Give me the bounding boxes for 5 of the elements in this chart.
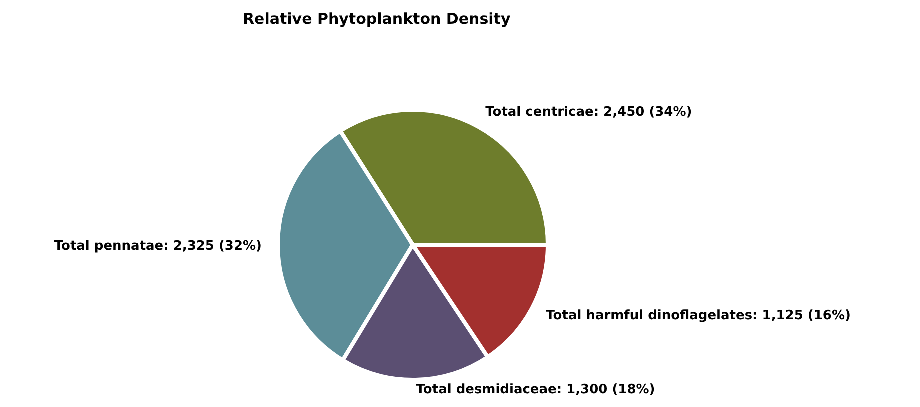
slice-label: Total centricae: 2,450 (34%)	[486, 105, 692, 120]
slice-label: Total desmidiaceae: 1,300 (18%)	[416, 382, 656, 398]
slice-label: Total harmful dinoflagelates: 1,125 (16%)	[546, 308, 851, 324]
chart-title: Relative Phytoplankton Density	[243, 10, 511, 28]
slice-label: Total pennatae: 2,325 (32%)	[54, 239, 262, 254]
